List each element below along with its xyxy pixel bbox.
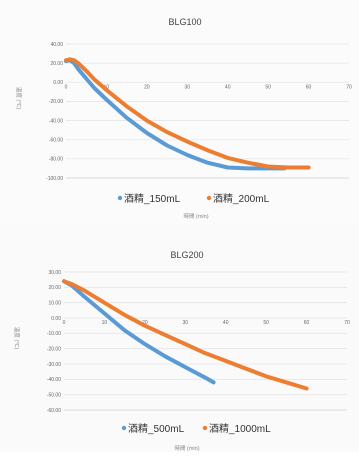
- x-tick-label: 70: [344, 320, 350, 326]
- x-tick-label: 50: [263, 320, 269, 326]
- x-tick-label: 20: [142, 320, 148, 326]
- x-tick-label: 60: [306, 84, 312, 90]
- series-lines: [64, 57, 311, 171]
- legend-label-series-2: 酒精_1000mL: [209, 422, 271, 435]
- y-axis-title: 温度 (℃): [13, 327, 21, 350]
- gridlines: [64, 271, 347, 411]
- y-tick-label: 40.00: [50, 42, 63, 48]
- chart-blg200: BLG200 30.00 20.00 10.00 0.00 -10.00 -20.00 -3…: [13, 250, 350, 452]
- y-tick-label: -20.00: [47, 346, 61, 352]
- y-tick-label: 10.00: [48, 300, 61, 306]
- y-axis-title: 温度 (℃): [15, 87, 23, 110]
- x-tick-label: 10: [102, 320, 108, 326]
- chart-panel-blg100: BLG100 40.00 20.00 0.00 -20.00 -40.00 -60.00 -…: [0, 0, 359, 226]
- y-tick-label: 0.00: [53, 80, 63, 86]
- x-axis-title: 時間 (min): [174, 444, 199, 452]
- legend-marker-series-2: [206, 195, 212, 201]
- y-tick-label: -60.00: [49, 138, 63, 144]
- tick-labels: 40.00 20.00 0.00 -20.00 -40.00 -60.00 -80.00 -1…: [46, 42, 352, 182]
- chart-title: BLG100: [168, 17, 201, 27]
- chart-panel-blg200: BLG200 30.00 20.00 10.00 0.00 -10.00 -20.00 -3…: [0, 226, 359, 452]
- x-tick-label: 40: [223, 320, 229, 326]
- x-tick-label: 70: [346, 84, 352, 90]
- legend-label-series-1: 酒精_500mL: [128, 422, 185, 435]
- y-tick-label: -30.00: [47, 362, 61, 368]
- tick-labels: 30.00 20.00 10.00 0.00 -10.00 -20.00 -30.00 -40…: [47, 270, 350, 414]
- legend: 酒精_500mL 酒精_1000mL: [121, 422, 271, 435]
- y-tick-label: 20.00: [50, 61, 63, 67]
- y-tick-label: 30.00: [48, 270, 61, 276]
- chart-blg100: BLG100 40.00 20.00 0.00 -20.00 -40.00 -60.00 -…: [15, 17, 352, 220]
- y-tick-label: -100.00: [46, 176, 63, 182]
- x-tick-label: 20: [144, 84, 150, 90]
- y-tick-label: 20.00: [48, 285, 61, 291]
- series-line-1: [62, 279, 216, 385]
- x-tick-label: 30: [185, 84, 191, 90]
- y-tick-label: -40.00: [47, 377, 61, 383]
- y-tick-label: -20.00: [49, 99, 63, 105]
- gridlines: [66, 43, 349, 179]
- y-tick-label: 0.00: [51, 316, 61, 322]
- y-tick-label: -50.00: [47, 392, 61, 398]
- x-tick-label: 40: [225, 84, 231, 90]
- y-tick-label: -40.00: [49, 118, 63, 124]
- series-lines: [62, 279, 309, 391]
- x-tick-label: 50: [265, 84, 271, 90]
- legend-label-series-1: 酒精_150mL: [124, 192, 181, 205]
- legend: 酒精_150mL 酒精_200mL: [117, 192, 270, 205]
- chart-title: BLG200: [170, 250, 203, 260]
- legend-marker-series-1: [121, 425, 127, 431]
- series-line-2: [62, 279, 309, 391]
- x-tick-label: 10: [104, 84, 110, 90]
- y-tick-label: -10.00: [47, 331, 61, 337]
- x-tick-label: 0: [65, 84, 68, 90]
- x-axis-title: 時間 (min): [183, 212, 208, 220]
- legend-label-series-2: 酒精_200mL: [213, 192, 270, 205]
- legend-marker-series-2: [202, 425, 208, 431]
- y-tick-label: -80.00: [49, 157, 63, 163]
- series-line-2: [64, 57, 311, 170]
- series-line-1: [64, 58, 287, 171]
- x-tick-label: 30: [183, 320, 189, 326]
- legend-marker-series-1: [117, 195, 123, 201]
- x-tick-label: 0: [63, 320, 66, 326]
- y-tick-label: -60.00: [47, 408, 61, 414]
- x-tick-label: 60: [304, 320, 310, 326]
